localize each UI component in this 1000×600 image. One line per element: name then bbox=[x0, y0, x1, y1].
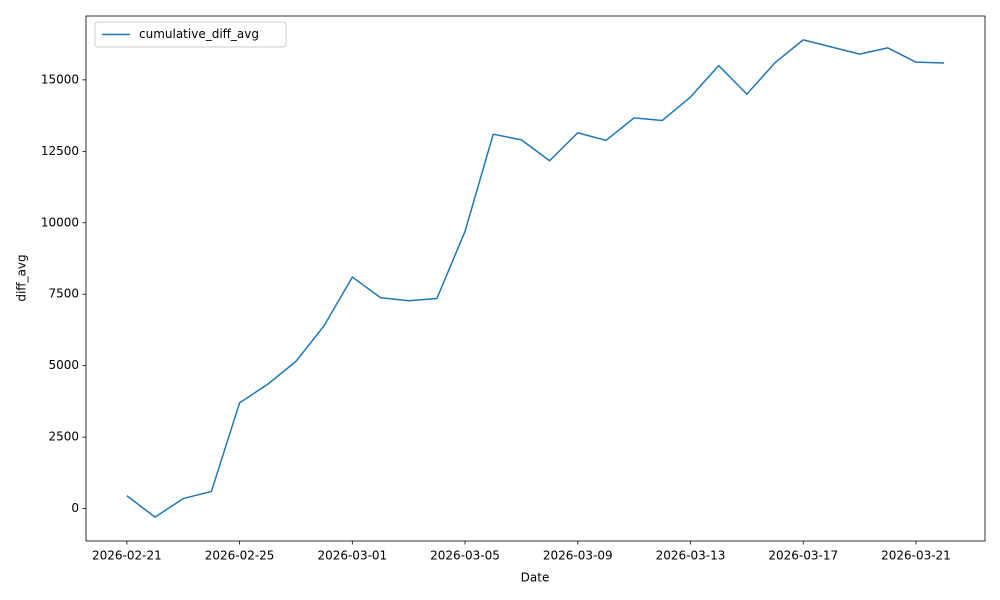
y-tick-label: 0 bbox=[71, 501, 79, 515]
x-axis-label: Date bbox=[521, 571, 550, 585]
x-tick-label: 2026-03-09 bbox=[543, 549, 613, 563]
legend-label: cumulative_diff_avg bbox=[139, 27, 259, 41]
legend-box bbox=[94, 21, 287, 48]
y-tick-label: 15000 bbox=[41, 72, 79, 86]
x-tick-label: 2026-03-21 bbox=[881, 549, 951, 563]
y-axis-label: diff_avg bbox=[15, 254, 29, 301]
x-tick-label: 2026-03-01 bbox=[317, 549, 387, 563]
x-tick-label: 2026-03-17 bbox=[768, 549, 838, 563]
y-tick-label: 12500 bbox=[41, 144, 79, 158]
line-series bbox=[126, 39, 945, 518]
plot-frame bbox=[85, 15, 986, 542]
x-tick-label: 2026-02-21 bbox=[92, 549, 162, 563]
y-tick-label: 7500 bbox=[48, 287, 79, 301]
x-tick-label: 2026-02-25 bbox=[205, 549, 275, 563]
y-tick-label: 2500 bbox=[48, 430, 79, 444]
x-tick-label: 2026-03-05 bbox=[430, 549, 500, 563]
y-tick-label: 10000 bbox=[41, 215, 79, 229]
x-tick-label: 2026-03-13 bbox=[656, 549, 726, 563]
y-tick-label: 5000 bbox=[48, 358, 79, 372]
